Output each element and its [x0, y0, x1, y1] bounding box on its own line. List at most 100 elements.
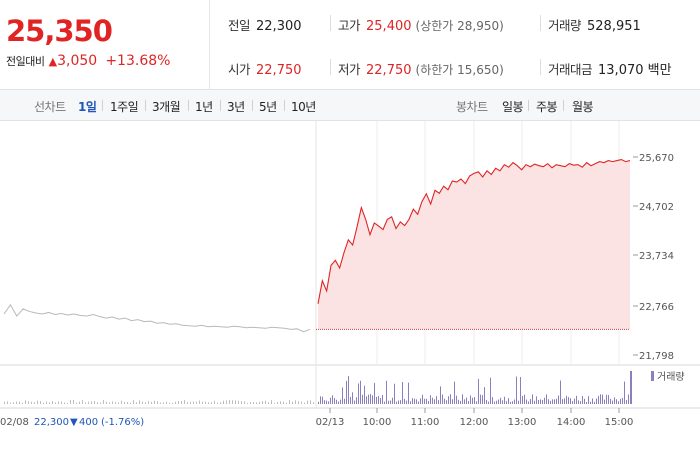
volume-bar [550, 400, 551, 404]
volume-bar [40, 401, 41, 404]
volume-bar [145, 402, 146, 404]
volume-bar [196, 401, 197, 404]
volume-bar [614, 397, 615, 404]
volume-bar [190, 401, 191, 404]
divider [220, 100, 221, 111]
volume-bar [115, 402, 116, 404]
volume-bar [376, 396, 377, 404]
volume-bar [552, 399, 553, 404]
tab-3years[interactable]: 3년 [227, 100, 245, 114]
volume-bar [524, 394, 525, 404]
volume-bar [16, 401, 17, 404]
volume-bar [344, 398, 345, 404]
divider [252, 100, 253, 111]
volume-bar [548, 399, 549, 404]
divider [540, 59, 541, 75]
volume-bar [184, 400, 185, 404]
volume-bar [318, 401, 319, 404]
volume-bar [346, 380, 347, 404]
volume-bar [28, 401, 29, 404]
stat-volume: 거래량 528,951 [548, 18, 641, 34]
volume-bar [58, 401, 59, 404]
volume-bar [10, 402, 11, 404]
intraday-chart[interactable]: 25,670 24,702 23,734 22,766 21,798 02/13 10:0… [0, 121, 700, 450]
volume-bar [271, 400, 272, 404]
tab-1year[interactable]: 1년 [195, 100, 213, 114]
volume-bar [500, 397, 501, 404]
volume-bar [450, 394, 451, 404]
volume-bar [542, 399, 543, 404]
tab-daily-candle[interactable]: 일봉 [502, 100, 524, 114]
volume-bar [328, 401, 329, 404]
volume-bar [522, 395, 523, 404]
divider [102, 100, 103, 111]
volume-bar [398, 400, 399, 404]
y-tick-label: 24,702 [639, 202, 674, 213]
divider [540, 15, 541, 31]
y-tick-label: 23,734 [639, 251, 674, 262]
tab-10years[interactable]: 10년 [291, 100, 316, 114]
tab-weekly-candle[interactable]: 주봉 [536, 100, 558, 114]
volume-bar [390, 400, 391, 404]
volume-bar [121, 400, 122, 404]
volume-bar [482, 395, 483, 404]
volume-bar [304, 402, 305, 404]
volume-bar [602, 394, 603, 404]
volume-bar [518, 400, 519, 404]
previous-session-line [3, 303, 311, 333]
tab-1week[interactable]: 1주일 [110, 100, 139, 114]
volume-bar [31, 401, 32, 404]
volume-bar [572, 401, 573, 404]
volume-bar [546, 394, 547, 404]
volume-bar [289, 400, 290, 404]
volume-bar [127, 401, 128, 404]
volume-bar [350, 396, 351, 404]
volume-bar [220, 402, 221, 404]
volume-bar [610, 398, 611, 404]
divider [284, 100, 285, 111]
tab-monthly-candle[interactable]: 월봉 [572, 100, 594, 114]
volume-bar [163, 402, 164, 404]
volume-bar [532, 394, 533, 404]
volume-bar [558, 395, 559, 404]
x-tick-label: 02/13 [316, 417, 345, 428]
volume-bar [368, 394, 369, 404]
volume-bar [408, 382, 409, 404]
volume-bar [388, 400, 389, 404]
volume-bar [544, 397, 545, 404]
volume-bar [148, 401, 149, 404]
volume-bar [82, 400, 83, 404]
change-label: 전일대비 [6, 55, 45, 68]
volume-bar [19, 401, 20, 404]
volume-bar [442, 394, 443, 404]
volume-bar [582, 395, 583, 404]
volume-bar [436, 396, 437, 404]
volume-bar [564, 398, 565, 404]
volume-bar [34, 402, 35, 404]
volume-bar [370, 394, 371, 404]
prev-day-percent: (-1.76%) [101, 417, 144, 428]
volume-bar [352, 392, 353, 404]
volume-bar [604, 399, 605, 404]
volume-bar [412, 398, 413, 404]
volume-bar [476, 401, 477, 404]
volume-bar [534, 400, 535, 404]
chart-lines [3, 158, 631, 333]
x-tick-label: 11:00 [411, 417, 440, 428]
tab-5years[interactable]: 5년 [259, 100, 277, 114]
divider [188, 100, 189, 111]
volume-bar [414, 398, 415, 404]
volume-bar [508, 398, 509, 404]
volume-bar [181, 401, 182, 404]
volume-legend: 거래량 [657, 371, 685, 383]
tab-3months[interactable]: 3개월 [152, 100, 181, 114]
volume-bar [124, 401, 125, 404]
x-tick-label: 12:00 [460, 417, 489, 428]
volume-bar [295, 400, 296, 404]
volume-bar [562, 399, 563, 404]
tab-1day[interactable]: 1일 [78, 100, 97, 114]
volume-bar [94, 400, 95, 404]
volume-bar [166, 401, 167, 404]
volume-bar [238, 400, 239, 404]
volume-bar [70, 400, 71, 404]
